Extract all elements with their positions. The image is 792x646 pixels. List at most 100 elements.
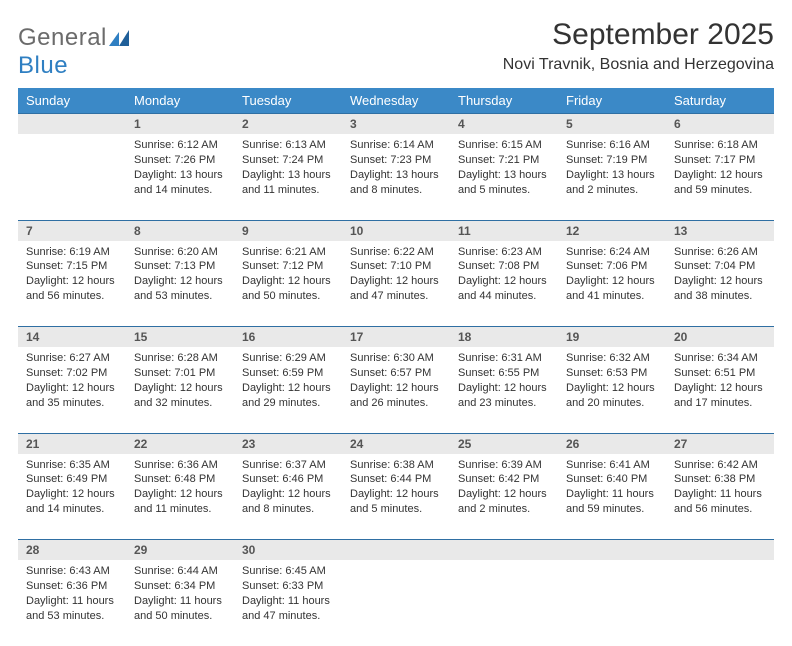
day-cell-body: Sunrise: 6:39 AMSunset: 6:42 PMDaylight:… [450,454,558,523]
day-number [342,540,450,561]
day-header: Wednesday [342,88,450,114]
day-cell: Sunrise: 6:45 AMSunset: 6:33 PMDaylight:… [234,560,342,646]
day-cell: Sunrise: 6:22 AMSunset: 7:10 PMDaylight:… [342,241,450,327]
sun-info-line: Sunrise: 6:21 AM [242,245,334,260]
sun-info-line: Daylight: 12 hours and 32 minutes. [134,381,226,411]
sun-info-line: Daylight: 11 hours and 50 minutes. [134,594,226,624]
sun-info-line: Sunset: 7:08 PM [458,259,550,274]
day-number: 1 [126,114,234,135]
day-cell-body: Sunrise: 6:23 AMSunset: 7:08 PMDaylight:… [450,241,558,310]
day-cell-body [558,560,666,570]
sun-info-line: Sunset: 7:04 PM [674,259,766,274]
day-cell-body [18,134,126,144]
day-cell: Sunrise: 6:19 AMSunset: 7:15 PMDaylight:… [18,241,126,327]
sun-info-line: Sunset: 7:02 PM [26,366,118,381]
day-number: 24 [342,433,450,454]
daynum-row: 123456 [18,114,774,135]
sun-info-line: Daylight: 12 hours and 44 minutes. [458,274,550,304]
day-cell: Sunrise: 6:26 AMSunset: 7:04 PMDaylight:… [666,241,774,327]
day-cell-body: Sunrise: 6:29 AMSunset: 6:59 PMDaylight:… [234,347,342,416]
day-cell: Sunrise: 6:12 AMSunset: 7:26 PMDaylight:… [126,134,234,220]
day-cell-body: Sunrise: 6:34 AMSunset: 6:51 PMDaylight:… [666,347,774,416]
daynum-row: 78910111213 [18,220,774,241]
week-row: Sunrise: 6:43 AMSunset: 6:36 PMDaylight:… [18,560,774,646]
sun-info-line: Daylight: 13 hours and 8 minutes. [350,168,442,198]
sun-info-line: Sunset: 7:17 PM [674,153,766,168]
sun-info-line: Daylight: 12 hours and 26 minutes. [350,381,442,411]
day-cell: Sunrise: 6:35 AMSunset: 6:49 PMDaylight:… [18,454,126,540]
day-cell-body: Sunrise: 6:35 AMSunset: 6:49 PMDaylight:… [18,454,126,523]
sun-info-line: Sunset: 6:59 PM [242,366,334,381]
sun-info-line: Sunrise: 6:18 AM [674,138,766,153]
day-cell-body: Sunrise: 6:45 AMSunset: 6:33 PMDaylight:… [234,560,342,629]
day-cell: Sunrise: 6:16 AMSunset: 7:19 PMDaylight:… [558,134,666,220]
sun-info-line: Sunrise: 6:35 AM [26,458,118,473]
logo: General Blue [18,18,129,80]
day-number: 18 [450,327,558,348]
day-cell [18,134,126,220]
day-number: 22 [126,433,234,454]
day-cell: Sunrise: 6:23 AMSunset: 7:08 PMDaylight:… [450,241,558,327]
day-cell: Sunrise: 6:21 AMSunset: 7:12 PMDaylight:… [234,241,342,327]
sun-info-line: Daylight: 12 hours and 5 minutes. [350,487,442,517]
sun-info-line: Daylight: 11 hours and 47 minutes. [242,594,334,624]
sun-info-line: Sunrise: 6:29 AM [242,351,334,366]
day-cell-body: Sunrise: 6:31 AMSunset: 6:55 PMDaylight:… [450,347,558,416]
day-cell: Sunrise: 6:15 AMSunset: 7:21 PMDaylight:… [450,134,558,220]
sun-info-line: Sunset: 6:42 PM [458,472,550,487]
sun-info-line: Sunset: 6:51 PM [674,366,766,381]
day-header: Monday [126,88,234,114]
sun-info-line: Daylight: 13 hours and 14 minutes. [134,168,226,198]
sun-info-line: Daylight: 12 hours and 47 minutes. [350,274,442,304]
day-cell-body: Sunrise: 6:14 AMSunset: 7:23 PMDaylight:… [342,134,450,203]
sun-info-line: Sunrise: 6:39 AM [458,458,550,473]
day-cell [450,560,558,646]
sun-info-line: Daylight: 12 hours and 23 minutes. [458,381,550,411]
day-cell: Sunrise: 6:42 AMSunset: 6:38 PMDaylight:… [666,454,774,540]
logo-text: General Blue [18,24,129,80]
sun-info-line: Daylight: 12 hours and 56 minutes. [26,274,118,304]
day-cell: Sunrise: 6:24 AMSunset: 7:06 PMDaylight:… [558,241,666,327]
sun-info-line: Daylight: 12 hours and 2 minutes. [458,487,550,517]
sun-info-line: Sunset: 6:33 PM [242,579,334,594]
day-cell-body: Sunrise: 6:21 AMSunset: 7:12 PMDaylight:… [234,241,342,310]
day-number: 27 [666,433,774,454]
sun-info-line: Sunrise: 6:38 AM [350,458,442,473]
day-cell-body [666,560,774,570]
sun-info-line: Sunrise: 6:37 AM [242,458,334,473]
sun-info-line: Sunrise: 6:23 AM [458,245,550,260]
sun-info-line: Daylight: 12 hours and 11 minutes. [134,487,226,517]
week-row: Sunrise: 6:27 AMSunset: 7:02 PMDaylight:… [18,347,774,433]
sun-info-line: Sunset: 6:55 PM [458,366,550,381]
week-row: Sunrise: 6:12 AMSunset: 7:26 PMDaylight:… [18,134,774,220]
sun-info-line: Sunrise: 6:20 AM [134,245,226,260]
day-cell: Sunrise: 6:14 AMSunset: 7:23 PMDaylight:… [342,134,450,220]
day-number: 14 [18,327,126,348]
day-cell-body: Sunrise: 6:15 AMSunset: 7:21 PMDaylight:… [450,134,558,203]
sun-info-line: Sunrise: 6:43 AM [26,564,118,579]
sun-info-line: Sunrise: 6:13 AM [242,138,334,153]
day-number: 10 [342,220,450,241]
day-number: 28 [18,540,126,561]
day-cell-body: Sunrise: 6:12 AMSunset: 7:26 PMDaylight:… [126,134,234,203]
sun-info-line: Sunrise: 6:42 AM [674,458,766,473]
day-number: 7 [18,220,126,241]
daynum-row: 21222324252627 [18,433,774,454]
sun-info-line: Daylight: 11 hours and 59 minutes. [566,487,658,517]
logo-mark-icon [109,30,129,51]
day-number [450,540,558,561]
day-number: 12 [558,220,666,241]
day-header: Tuesday [234,88,342,114]
day-cell-body: Sunrise: 6:41 AMSunset: 6:40 PMDaylight:… [558,454,666,523]
day-cell: Sunrise: 6:36 AMSunset: 6:48 PMDaylight:… [126,454,234,540]
day-cell-body: Sunrise: 6:26 AMSunset: 7:04 PMDaylight:… [666,241,774,310]
day-number: 15 [126,327,234,348]
day-cell-body: Sunrise: 6:37 AMSunset: 6:46 PMDaylight:… [234,454,342,523]
sun-info-line: Sunrise: 6:44 AM [134,564,226,579]
sun-info-line: Sunrise: 6:26 AM [674,245,766,260]
day-number: 25 [450,433,558,454]
day-cell-body: Sunrise: 6:19 AMSunset: 7:15 PMDaylight:… [18,241,126,310]
day-header: Saturday [666,88,774,114]
sun-info-line: Sunrise: 6:24 AM [566,245,658,260]
sun-info-line: Sunset: 6:44 PM [350,472,442,487]
